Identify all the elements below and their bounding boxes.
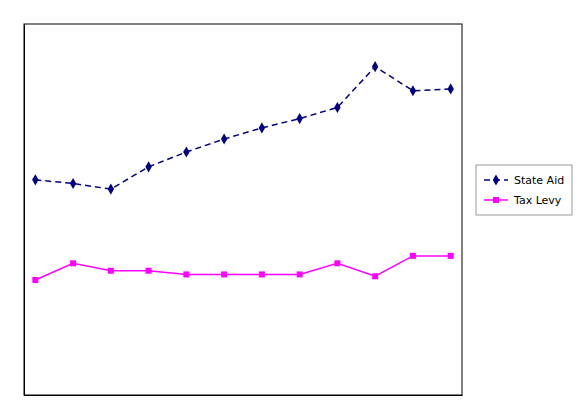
marker: [108, 268, 114, 274]
marker: [372, 61, 378, 72]
marker: [183, 146, 189, 157]
legend-frame: [476, 165, 572, 215]
legend-label: State Aid: [514, 174, 564, 187]
marker: [259, 271, 265, 277]
y-axis: [24, 25, 25, 396]
marker: [70, 178, 76, 189]
legend-item: State Aid: [484, 174, 564, 187]
series: [32, 61, 454, 195]
marker: [32, 174, 38, 185]
marker: [410, 85, 416, 96]
marker: [297, 271, 303, 277]
series: [32, 253, 453, 283]
series-line: [35, 256, 450, 280]
marker: [334, 260, 340, 266]
plot-frame: [24, 24, 462, 395]
marker: [221, 133, 227, 144]
legend-marker: [493, 197, 499, 203]
chart: State Aid Tax Levy: [0, 0, 582, 419]
marker: [259, 122, 265, 133]
legend: State Aid Tax Levy: [476, 165, 572, 215]
marks: [32, 61, 454, 283]
plot: [24, 24, 463, 396]
marker: [410, 253, 416, 259]
marker: [146, 268, 152, 274]
marker: [448, 253, 454, 259]
marker: [372, 273, 378, 279]
marker: [334, 102, 340, 113]
legend-item: Tax Levy: [484, 194, 562, 207]
marker: [447, 83, 453, 94]
marker: [32, 277, 38, 283]
marker: [183, 271, 189, 277]
marker: [108, 184, 114, 195]
legend-marker: [493, 174, 499, 185]
series-line: [35, 67, 450, 189]
marker: [70, 260, 76, 266]
axis-line: [24, 25, 25, 396]
marker: [296, 113, 302, 124]
x-axis: [25, 395, 463, 396]
axis-line: [25, 395, 463, 396]
marker: [221, 271, 227, 277]
legend-label: Tax Levy: [513, 194, 562, 207]
marker: [145, 161, 151, 172]
